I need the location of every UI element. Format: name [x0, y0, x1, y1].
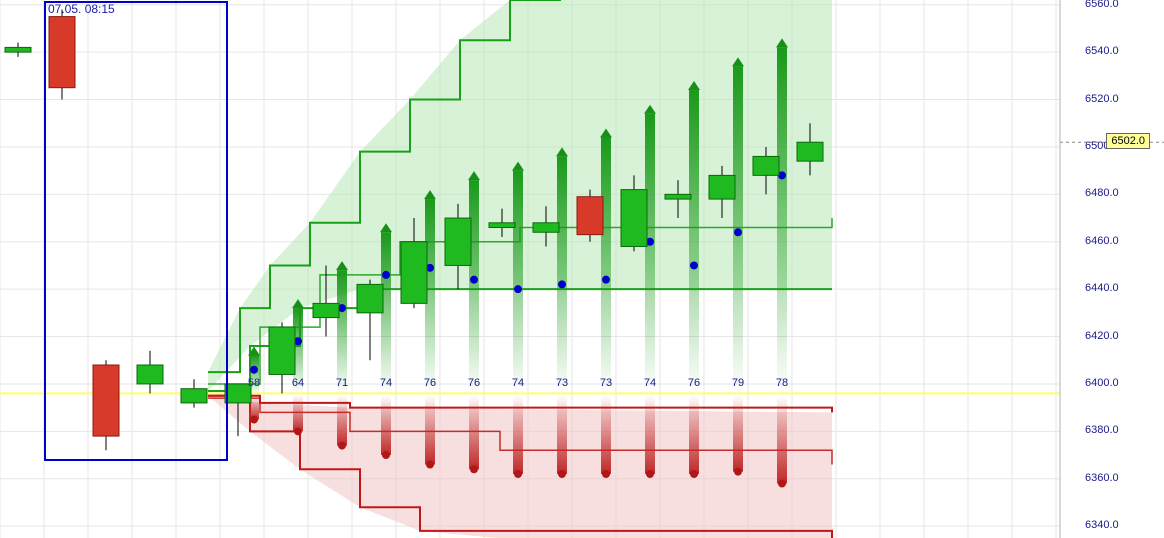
indicator-value-label: 74 — [512, 377, 524, 389]
chart-svg — [0, 0, 1164, 538]
y-axis-tick-label: 6520.0 — [1085, 93, 1119, 105]
indicator-value-label: 76 — [424, 377, 436, 389]
chart-container[interactable]: 07.05. 08:15 6340.0 6360.0 6380.0 6400.0 642… — [0, 0, 1164, 538]
y-axis-tick-label: 6460.0 — [1085, 235, 1119, 247]
indicator-value-label: 79 — [732, 377, 744, 389]
indicator-value-label: 73 — [600, 377, 612, 389]
current-price-badge: 6502.0 — [1106, 133, 1150, 149]
y-axis-tick-label: 6540.0 — [1085, 45, 1119, 57]
timestamp-label: 07.05. 08:15 — [48, 2, 115, 16]
indicator-value-label: 74 — [380, 377, 392, 389]
indicator-value-label: 74 — [644, 377, 656, 389]
indicator-value-label: 76 — [468, 377, 480, 389]
y-axis-tick-label: 6480.0 — [1085, 187, 1119, 199]
indicator-value-label: 71 — [336, 377, 348, 389]
y-axis-tick-label: 6380.0 — [1085, 424, 1119, 436]
y-axis-tick-label: 6400.0 — [1085, 377, 1119, 389]
y-axis-tick-label: 6360.0 — [1085, 472, 1119, 484]
y-axis-tick-label: 6560.0 — [1085, 0, 1119, 10]
y-axis-tick-label: 6340.0 — [1085, 519, 1119, 531]
indicator-value-label: 76 — [688, 377, 700, 389]
indicator-value-label: 64 — [292, 377, 304, 389]
indicator-value-label: 58 — [248, 377, 260, 389]
indicator-value-label: 73 — [556, 377, 568, 389]
indicator-value-label: 78 — [776, 377, 788, 389]
y-axis-tick-label: 6440.0 — [1085, 282, 1119, 294]
y-axis-tick-label: 6420.0 — [1085, 330, 1119, 342]
